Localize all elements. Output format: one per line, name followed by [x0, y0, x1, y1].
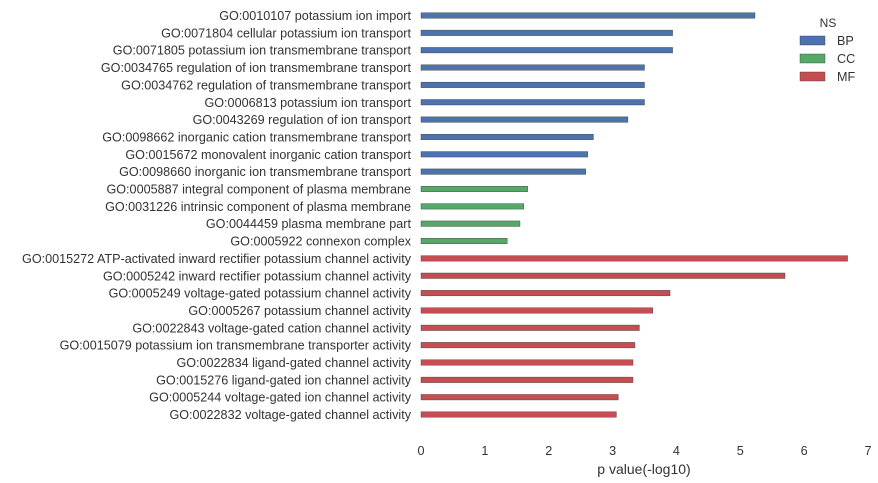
- legend-label-cc: CC: [837, 52, 855, 66]
- y-axis-category-labels: GO:0010107 potassium ion import GO:007180…: [22, 9, 412, 422]
- bar-bp: [420, 151, 588, 158]
- x-tick-label: 6: [801, 444, 808, 458]
- category-label: GO:0015079 potassium ion transmembrane t…: [60, 339, 412, 353]
- category-label: GO:0022832 voltage-gated channel activit…: [169, 408, 411, 422]
- category-label: GO:0015276 ligand-gated ion channel acti…: [156, 373, 412, 387]
- x-tick-label: 3: [609, 444, 616, 458]
- category-label: GO:0071805 potassium ion transmembrane t…: [113, 44, 412, 58]
- plot-area: [420, 12, 848, 418]
- x-tick-label: 1: [481, 444, 488, 458]
- legend-swatch-bp: [799, 35, 826, 46]
- legend-label-mf: MF: [837, 70, 855, 84]
- category-label: GO:0071804 cellular potassium ion transp…: [161, 26, 411, 40]
- bar-mf: [420, 290, 671, 297]
- category-label: GO:0005887 integral component of plasma …: [106, 183, 411, 197]
- bar-mf: [420, 394, 619, 401]
- category-label: GO:0098660 inorganic ion transmembrane t…: [119, 165, 411, 179]
- legend-swatch-mf: [799, 71, 826, 82]
- category-label: GO:0043269 regulation of ion transport: [193, 113, 412, 127]
- category-label: GO:0006813 potassium ion transport: [204, 96, 411, 110]
- bar-bp: [420, 133, 594, 140]
- bar-cc: [420, 220, 521, 227]
- category-label: GO:0005922 connexon complex: [230, 235, 411, 249]
- bar-mf: [420, 255, 848, 262]
- category-label: GO:0010107 potassium ion import: [219, 9, 411, 23]
- bar-mf: [420, 376, 634, 383]
- x-tick-label: 5: [737, 444, 744, 458]
- x-tick-label: 0: [417, 444, 424, 458]
- category-label: GO:0031226 intrinsic component of plasma…: [105, 200, 411, 214]
- legend-label-bp: BP: [837, 34, 854, 48]
- category-label: GO:0005244 voltage-gated ion channel act…: [149, 391, 412, 405]
- category-label: GO:0022843 voltage-gated cation channel …: [132, 321, 411, 335]
- bar-cc: [420, 186, 528, 192]
- category-label: GO:0044459 plasma membrane part: [206, 217, 412, 231]
- bar-mf: [420, 272, 786, 279]
- category-label: GO:0005242 inward rectifier potassium ch…: [103, 269, 412, 283]
- category-label: GO:0034765 regulation of ion transmembra…: [101, 61, 412, 75]
- bar-cc: [420, 238, 508, 245]
- bar-bp: [420, 168, 586, 175]
- bar-bp: [420, 47, 673, 54]
- x-tick-label: 2: [545, 444, 552, 458]
- legend: NS BP CC MF: [799, 16, 855, 84]
- bar-mf: [420, 324, 640, 331]
- category-label: GO:0005249 voltage-gated potassium chann…: [109, 287, 412, 301]
- bar-bp: [420, 29, 673, 36]
- category-label: GO:0015672 monovalent inorganic cation t…: [125, 148, 411, 162]
- bar-bp: [420, 116, 629, 123]
- x-tick-label: 7: [864, 444, 871, 458]
- category-label: GO:0034762 regulation of transmembrane t…: [121, 78, 411, 92]
- bar-cc: [420, 203, 525, 210]
- category-label: GO:0015272 ATP-activated inward rectifie…: [22, 252, 412, 266]
- category-label: GO:0005267 potassium channel activity: [188, 304, 411, 318]
- category-label: GO:0098662 inorganic cation transmembran…: [102, 130, 411, 144]
- x-tick-label: 4: [673, 444, 680, 458]
- bar-mf: [420, 411, 617, 418]
- legend-swatch-cc: [799, 53, 826, 64]
- bar-bp: [420, 64, 645, 71]
- bar-mf: [420, 359, 634, 366]
- bar-mf: [420, 342, 636, 349]
- category-label: GO:0022834 ligand-gated channel activity: [176, 356, 411, 370]
- legend-title: NS: [820, 16, 837, 30]
- bar-bp: [420, 81, 645, 88]
- x-axis: p value(-log10) 0 1 2 3 4 5 6 7: [417, 444, 871, 477]
- bar-bp: [420, 12, 756, 19]
- x-axis-title: p value(-log10): [597, 461, 690, 477]
- bar-mf: [420, 307, 654, 314]
- bar-bp: [420, 99, 645, 106]
